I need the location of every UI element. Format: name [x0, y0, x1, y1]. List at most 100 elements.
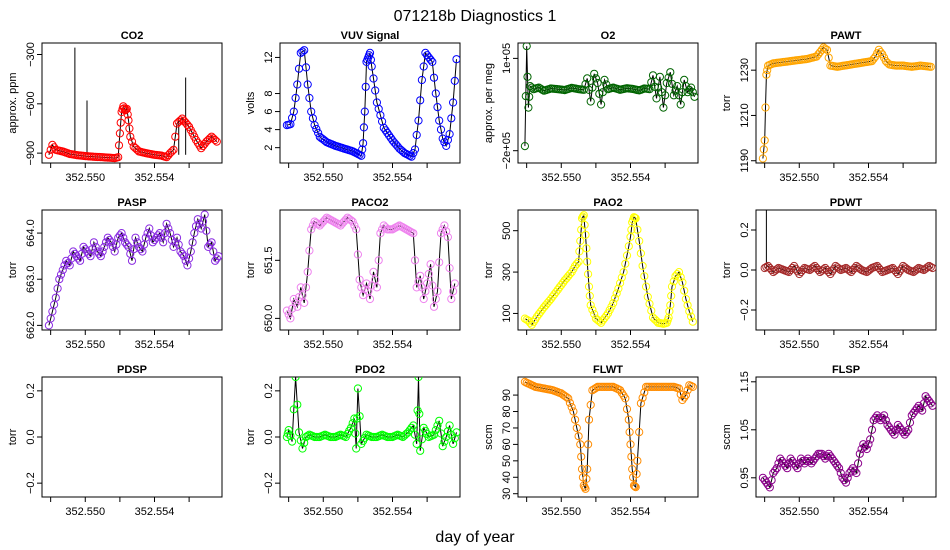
data-point	[169, 242, 178, 251]
plot-frame	[279, 42, 461, 164]
data-point	[635, 236, 644, 246]
data-layer	[282, 377, 460, 455]
data-point	[305, 93, 314, 103]
y-axis-label: torr	[245, 428, 257, 445]
data-point	[355, 150, 364, 159]
data-point	[586, 301, 595, 310]
panels-grid: CO2 352.550 352.554 −300 −600 −900 approx. ppm…	[7, 30, 937, 518]
data-point	[114, 141, 124, 150]
data-point	[407, 228, 416, 237]
panel-title: PDSP	[117, 364, 147, 376]
panel-title: PAWT	[831, 30, 862, 42]
data-layer	[282, 46, 460, 161]
data-point	[640, 272, 649, 281]
data-point	[352, 225, 361, 234]
data-point	[761, 103, 770, 112]
data-point	[284, 426, 293, 435]
data-point	[584, 270, 593, 279]
y-tick-label: 300	[501, 263, 513, 281]
data-point	[105, 235, 114, 245]
data-point	[310, 121, 319, 130]
data-point	[289, 294, 298, 304]
data-point	[442, 227, 451, 236]
data-point	[622, 251, 632, 260]
data-point	[121, 105, 131, 114]
data-point	[426, 260, 435, 269]
data-point	[664, 73, 673, 82]
data-point	[212, 137, 221, 146]
data-point	[359, 291, 368, 300]
data-point	[357, 151, 366, 160]
y-tick-label: −600	[25, 91, 37, 116]
panel-title: O2	[601, 30, 616, 42]
data-point	[205, 240, 214, 249]
data-layer	[520, 43, 698, 151]
data-point	[631, 483, 640, 492]
data-point	[193, 215, 202, 224]
data-point	[630, 482, 639, 491]
data-point	[627, 452, 636, 461]
x-tick-label: 352.550	[541, 506, 581, 518]
data-point	[179, 252, 188, 261]
data-layer	[282, 213, 459, 323]
data-point	[642, 282, 651, 291]
data-point	[629, 213, 639, 222]
data-point	[817, 45, 826, 54]
x-tick-label: 352.554	[373, 506, 413, 518]
data-point	[365, 294, 375, 304]
data-point	[652, 94, 661, 103]
data-point	[44, 150, 54, 159]
panel-title: CO2	[121, 30, 144, 42]
data-point	[638, 261, 647, 270]
plot-frame	[517, 42, 699, 164]
data-point	[681, 391, 691, 400]
data-point	[435, 258, 444, 267]
y-tick-label: 0.2	[25, 383, 37, 398]
y-tick-label: 40	[501, 471, 513, 483]
data-point	[371, 86, 380, 95]
data-point	[415, 409, 424, 418]
data-point	[676, 273, 685, 282]
data-point	[809, 263, 818, 272]
data-point	[688, 88, 697, 97]
data-point	[622, 405, 632, 414]
data-point	[926, 62, 935, 71]
data-point	[351, 429, 360, 438]
data-point	[864, 440, 873, 449]
data-point	[581, 230, 590, 239]
data-point	[303, 80, 312, 89]
data-point	[355, 412, 364, 421]
data-point	[574, 257, 583, 266]
data-point	[414, 377, 423, 382]
data-point	[793, 267, 802, 276]
data-point	[186, 247, 195, 256]
data-point	[445, 421, 454, 430]
data-point	[416, 96, 425, 105]
data-point	[579, 85, 588, 94]
data-point	[824, 53, 833, 62]
plot-frame	[517, 209, 699, 331]
data-point	[298, 444, 307, 453]
data-point	[443, 233, 452, 242]
data-point	[890, 430, 899, 439]
panel-title: PACO2	[351, 197, 388, 209]
y-axis-label: torr	[483, 261, 495, 278]
data-layer	[758, 392, 936, 492]
x-tick-label: 352.554	[849, 339, 889, 351]
data-point	[419, 62, 428, 71]
data-point	[762, 70, 771, 79]
data-point	[371, 275, 380, 284]
data-point	[582, 474, 591, 483]
data-point	[214, 252, 222, 261]
data-point	[793, 464, 802, 473]
data-point	[805, 456, 814, 466]
y-tick-label: −2e+05	[501, 132, 513, 169]
panel-title: PASP	[117, 197, 146, 209]
data-point	[407, 423, 416, 432]
data-point	[410, 430, 420, 439]
data-point	[369, 74, 378, 83]
data-point	[348, 419, 357, 428]
y-tick-label: −300	[25, 42, 37, 67]
plot-frame	[755, 376, 937, 498]
data-point	[600, 75, 609, 85]
